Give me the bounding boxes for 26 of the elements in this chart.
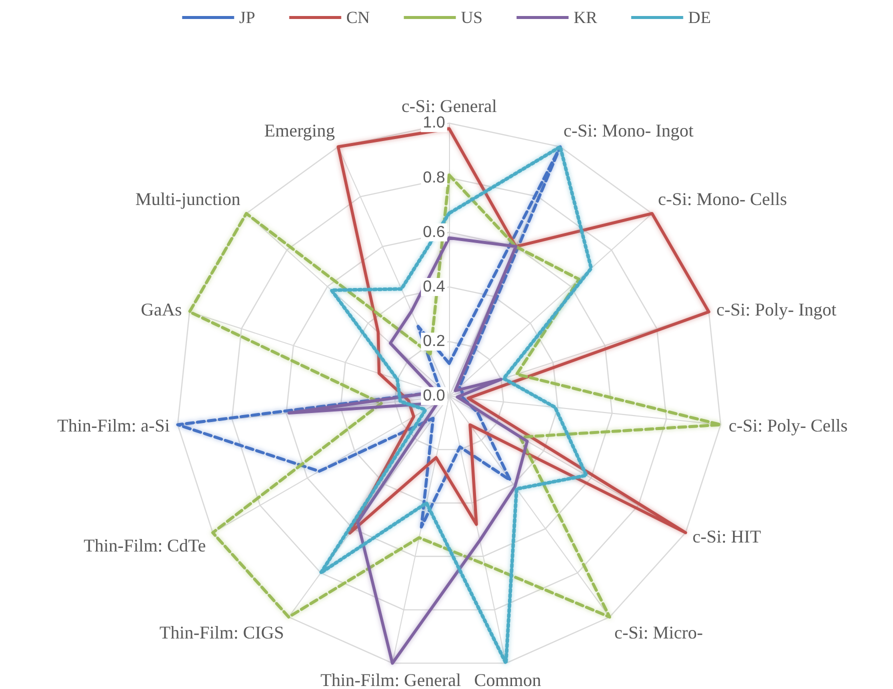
y-tick-label: 0.6 [422, 224, 446, 241]
spoke-label: Multi-junction [135, 189, 240, 210]
spoke-label: Emerging [264, 120, 335, 140]
legend-label: JP [239, 8, 256, 27]
y-tick-label: 1.0 [422, 114, 446, 132]
spoke-label: c-Si: General [401, 96, 497, 116]
legend-label: CN [346, 8, 370, 27]
spoke-label: c-Si: Mono- Ingot [563, 120, 694, 140]
spoke-label: c-Si: Mono- Cells [658, 189, 788, 210]
legend-label: KR [574, 8, 598, 27]
y-tick-label: 0.8 [422, 169, 446, 186]
spoke-label: c-Si: HIT [692, 526, 762, 547]
spoke-label: Thin-Film: General [320, 670, 461, 689]
spoke-label: Thin-Film: CIGS [159, 622, 284, 643]
spoke-label: Thin-Film: CdTe [84, 536, 206, 556]
spoke-label: c-Si: Micro- [614, 622, 703, 643]
y-tick-label: 0.2 [422, 333, 446, 350]
legend-label: DE [688, 8, 711, 27]
legend-label: US [460, 8, 483, 27]
spoke-label: c-Si: Poly- Cells [728, 416, 848, 436]
spoke-label: Common [474, 670, 542, 689]
y-tick-label: 0.4 [422, 278, 446, 296]
spoke-label: c-Si: Poly- Ingot [716, 299, 836, 320]
spoke-label: Thin-Film: a-Si [57, 416, 170, 436]
y-tick-label: 0.0 [422, 388, 446, 405]
spoke-label: GaAs [140, 299, 182, 320]
